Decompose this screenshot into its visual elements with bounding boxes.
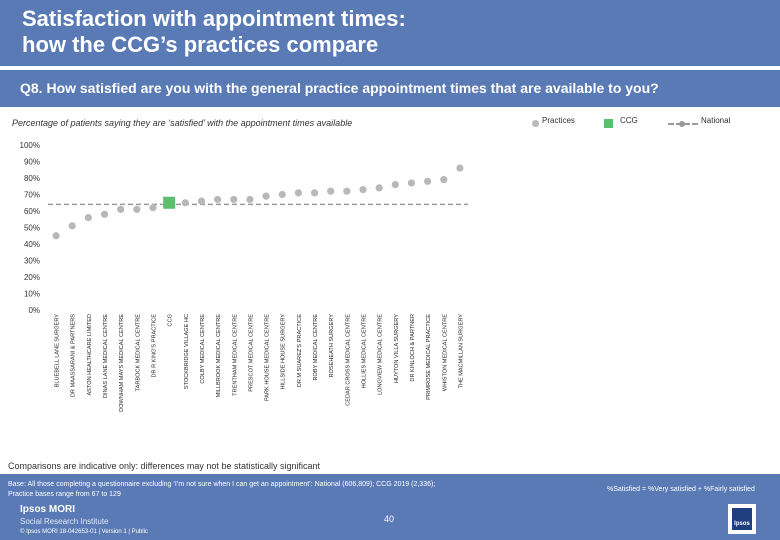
chart-subtitle: Percentage of patients saying they are ‘… [12, 118, 353, 128]
category-label: HOLLIES MEDICAL CENTRE [362, 314, 368, 389]
category-label: DR R KING'S PRACTICE [152, 314, 158, 378]
practice-point [359, 185, 367, 194]
practice-point [440, 176, 448, 184]
page-title: Satisfaction with appointment times: how… [22, 6, 406, 58]
base-note: Base: All those completing a questionnai… [8, 480, 435, 500]
practice-point [214, 195, 222, 204]
legend-practices-marker [532, 120, 539, 127]
page-number: 40 [384, 514, 395, 524]
chart: 0% 10% 20% 30% 40% 50% 60% 70% 80% 90% 100% BLUEBEL… [20, 141, 468, 412]
practice-point [375, 184, 383, 192]
category-label: CEDAR CROSS MEDICAL CENTRE [345, 314, 351, 406]
practice-point [310, 189, 319, 197]
category-label: DOWNHAM MAYS MEDICAL CENTRE [119, 314, 125, 412]
practice-point [246, 195, 254, 204]
base-note-line-2: Practice bases range from 67 to 129 [8, 491, 121, 498]
page-title-line-2: how the CCG’s practices compare [22, 32, 379, 57]
category-label: HUYTON VILLA SURGERY [394, 314, 400, 383]
practice-point [100, 210, 109, 218]
question-text: Q8. How satisfied are you with the gener… [20, 80, 659, 96]
legend-ccg-label: CCG [620, 116, 638, 125]
category-label: WHISTON MEDICAL CENTRE [442, 314, 448, 391]
category-label: HILLSIDE HOUSE SURGERY [281, 314, 287, 390]
category-label: PRESCOT MEDICAL CENTRE [248, 314, 254, 392]
practice-point [424, 177, 432, 185]
base-note-line-1: Base: All those completing a questionnai… [8, 481, 436, 488]
practice-point [343, 187, 351, 195]
question-bar: Q8. How satisfied are you with the gener… [0, 70, 780, 107]
category-label: COLBY MEDICAL CENTRE [200, 314, 206, 384]
practice-point [52, 232, 60, 240]
category-label: DR M SUAREZ'S PRACTICE [297, 314, 303, 387]
comparison-note: Comparisons are indicative only: differe… [8, 461, 320, 471]
category-label: ROSEHEATH SURGERY [329, 314, 335, 378]
practice-point [230, 195, 238, 204]
category-label: ROBY MEDICAL CENTRE [313, 314, 319, 381]
y-tick-label: 100% [20, 141, 40, 150]
practice-point [278, 190, 286, 199]
category-label: ASTON HEALTHCARE LIMITED [87, 314, 93, 396]
category-label: TARBOCK MEDICAL CENTRE [135, 314, 141, 392]
legend-practices-label: Practices [542, 116, 575, 125]
category-label: MILLBROOK MEDICAL CENTRE [216, 314, 222, 398]
y-tick-label: 40% [24, 240, 40, 249]
practice-point [149, 204, 157, 212]
practice-point [117, 205, 125, 213]
y-tick-label: 90% [24, 158, 40, 167]
category-label: CCG [168, 314, 174, 326]
practice-point [327, 187, 335, 195]
ipsos-logo-mark: Ipsos [732, 508, 752, 530]
footer-bar: Base: All those completing a questionnai… [0, 474, 780, 540]
legend-national-marker [668, 121, 698, 127]
satisfied-definition: %Satisfied = %Very satisfied + %Fairly s… [607, 486, 755, 493]
practice-point [262, 192, 270, 200]
page-title-line-1: Satisfaction with appointment times: [22, 6, 406, 31]
category-label: DR MAASSARANI & PARTNERS [71, 314, 77, 397]
brand-subtitle: Social Research Institute [20, 517, 109, 526]
legend-ccg-marker [604, 119, 613, 128]
category-label: PARK HOUSE MEDICAL CENTRE [265, 314, 271, 401]
practice-point [407, 179, 416, 187]
copyright: © Ipsos MORI 18-042653-01 | Version 1 | … [20, 529, 148, 535]
brand-name: Ipsos MORI [20, 504, 76, 515]
category-label: THE MACMILLAN SURGERY [458, 314, 464, 389]
y-tick-label: 80% [24, 174, 40, 183]
y-tick-label: 20% [24, 273, 40, 282]
y-tick-label: 50% [24, 224, 40, 233]
y-tick-label: 10% [24, 290, 40, 299]
practice-point [84, 214, 92, 222]
category-label: DINAS LANE MEDICAL CENTRE [103, 314, 109, 398]
y-tick-label: 70% [24, 191, 40, 200]
practice-point [456, 164, 464, 172]
legend-national-label: National [701, 116, 731, 125]
y-tick-label: 30% [24, 257, 40, 266]
ipsos-logo: Ipsos [728, 504, 756, 534]
header-bar: Satisfaction with appointment times: how… [0, 0, 780, 66]
practice-point [391, 181, 399, 189]
practice-point [181, 199, 189, 207]
practice-point [68, 222, 76, 230]
category-label: BLUEBELL LANE SURGERY [55, 314, 61, 388]
ccg-point [163, 196, 176, 209]
category-label: TRENTHAM MEDICAL CENTRE [232, 314, 238, 396]
practice-point [133, 205, 141, 213]
category-label: STOCKBRIDGE VILLAGE HC [184, 314, 190, 389]
practice-point [294, 189, 302, 197]
practice-point [197, 197, 206, 205]
y-tick-label: 0% [28, 306, 40, 315]
y-tick-label: 60% [24, 207, 40, 216]
category-label: LONGVIEW MEDICAL CENTRE [378, 314, 384, 395]
category-label: PRIMROSE MEDICAL PRACTICE [426, 314, 432, 400]
category-label: DR KINLOCH & PARTNER [410, 314, 416, 382]
